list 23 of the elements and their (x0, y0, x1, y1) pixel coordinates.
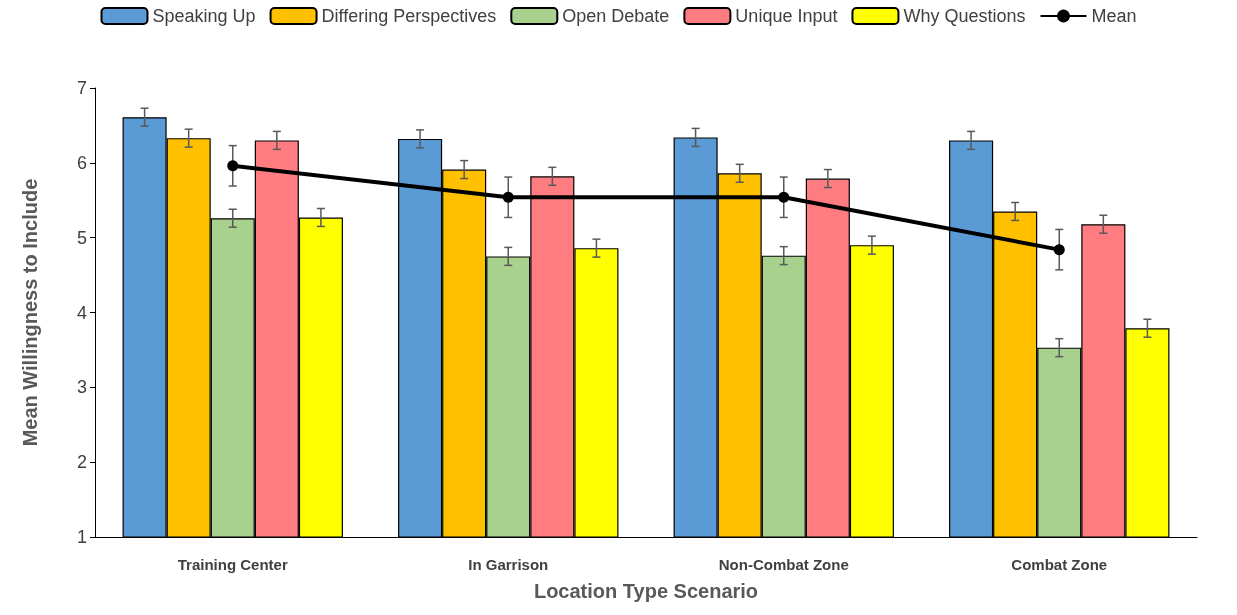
x-tick-label: Training Center (177, 556, 288, 573)
y-tick-label: 4 (76, 302, 87, 323)
legend-label: Speaking Up (152, 6, 256, 26)
x-tick-label: In Garrison (468, 556, 549, 573)
y-tick-label: 3 (76, 377, 87, 398)
point (227, 160, 239, 172)
y-tick-label: 7 (76, 78, 87, 98)
y-tick-label: 1 (76, 527, 87, 547)
y-tick-label: 2 (76, 452, 87, 473)
point (1053, 244, 1065, 256)
y-axis-title: Mean Willingness to Include (19, 178, 41, 447)
legend-label: Unique Input (735, 6, 838, 26)
x-tick-label: Non-Combat Zone (718, 556, 849, 573)
point (502, 191, 514, 203)
x-tick-label: Combat Zone (1011, 556, 1108, 573)
point (778, 191, 790, 203)
legend-label: Why Questions (903, 6, 1026, 26)
legend-label: Differing Perspectives (321, 6, 497, 26)
legend-label: Open Debate (562, 6, 670, 26)
legend-label: Mean (1091, 6, 1137, 26)
y-tick-label: 5 (76, 227, 87, 248)
x-axis-title: Location Type Scenario (533, 580, 759, 602)
y-tick-label: 6 (76, 152, 87, 173)
